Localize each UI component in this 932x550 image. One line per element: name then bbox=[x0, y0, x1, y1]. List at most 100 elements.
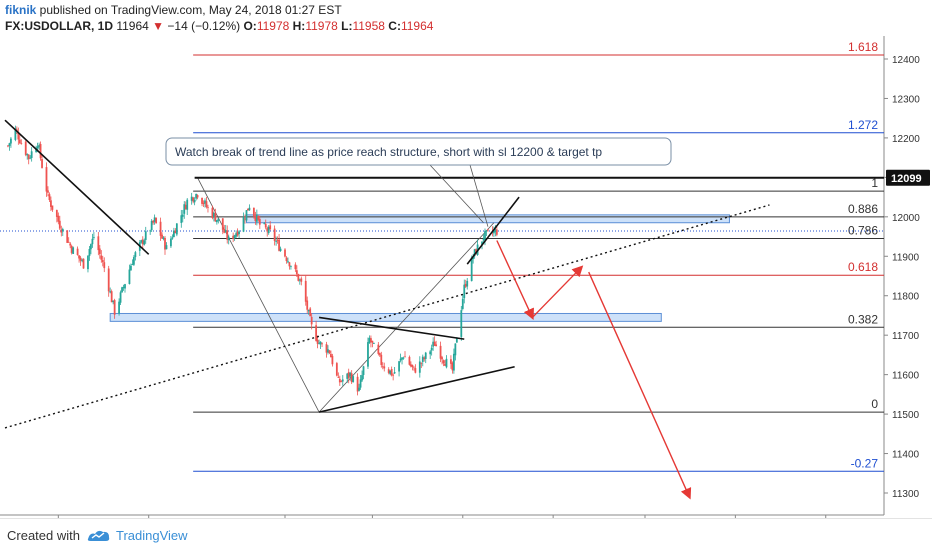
candle[interactable] bbox=[278, 234, 280, 252]
candle[interactable] bbox=[487, 228, 489, 232]
candle[interactable] bbox=[442, 359, 445, 367]
candle[interactable] bbox=[24, 139, 27, 157]
candle[interactable] bbox=[180, 209, 183, 228]
annotation-callout[interactable] bbox=[165, 137, 672, 166]
candle[interactable] bbox=[223, 224, 226, 234]
candle[interactable] bbox=[257, 215, 260, 222]
candle[interactable] bbox=[207, 204, 209, 213]
candle[interactable] bbox=[341, 375, 344, 386]
candle[interactable] bbox=[103, 257, 106, 273]
candle[interactable] bbox=[318, 339, 320, 345]
candle[interactable] bbox=[304, 275, 307, 306]
candle[interactable] bbox=[287, 257, 289, 264]
candle[interactable] bbox=[258, 215, 261, 229]
candle[interactable] bbox=[470, 255, 473, 282]
candle[interactable] bbox=[383, 362, 386, 372]
candle[interactable] bbox=[352, 374, 355, 383]
candle[interactable] bbox=[389, 370, 392, 376]
candle[interactable] bbox=[215, 220, 218, 225]
candle[interactable] bbox=[393, 366, 396, 375]
candle[interactable] bbox=[162, 236, 165, 241]
candle[interactable] bbox=[429, 349, 432, 359]
candle[interactable] bbox=[439, 341, 442, 363]
candle[interactable] bbox=[92, 232, 95, 240]
candle[interactable] bbox=[279, 246, 282, 252]
author-name[interactable]: fiknik bbox=[5, 3, 37, 17]
candle[interactable] bbox=[29, 155, 32, 160]
candle[interactable] bbox=[464, 279, 467, 288]
candle[interactable] bbox=[140, 239, 143, 244]
candle[interactable] bbox=[266, 226, 269, 237]
candle[interactable] bbox=[321, 342, 323, 348]
candle[interactable] bbox=[423, 356, 426, 362]
candle[interactable] bbox=[338, 375, 341, 386]
candle[interactable] bbox=[367, 337, 369, 369]
resistance-zone[interactable] bbox=[245, 214, 730, 224]
candle[interactable] bbox=[164, 236, 166, 255]
candle[interactable] bbox=[27, 154, 30, 165]
candle[interactable] bbox=[101, 255, 104, 267]
candle[interactable] bbox=[7, 144, 9, 148]
candle[interactable] bbox=[217, 218, 220, 224]
candle[interactable] bbox=[390, 366, 393, 377]
candle[interactable] bbox=[98, 245, 101, 259]
candle[interactable] bbox=[330, 350, 332, 358]
candle[interactable] bbox=[445, 355, 448, 369]
candle[interactable] bbox=[107, 265, 110, 297]
candle[interactable] bbox=[121, 286, 123, 294]
candle[interactable] bbox=[60, 225, 63, 237]
candle[interactable] bbox=[316, 335, 319, 349]
candle[interactable] bbox=[8, 142, 11, 151]
candle[interactable] bbox=[70, 244, 73, 255]
candle[interactable] bbox=[349, 371, 352, 381]
candle[interactable] bbox=[202, 200, 205, 207]
candle[interactable] bbox=[236, 228, 239, 237]
candle[interactable] bbox=[18, 134, 21, 145]
candle[interactable] bbox=[347, 368, 350, 384]
triangle-lower-line[interactable] bbox=[318, 365, 515, 413]
candle[interactable] bbox=[192, 196, 195, 204]
candle[interactable] bbox=[130, 263, 132, 271]
candle[interactable] bbox=[81, 258, 83, 263]
candle[interactable] bbox=[212, 211, 215, 222]
candle[interactable] bbox=[381, 362, 384, 370]
candle[interactable] bbox=[138, 240, 141, 257]
candle[interactable] bbox=[69, 241, 72, 249]
candle[interactable] bbox=[165, 242, 168, 250]
candle[interactable] bbox=[201, 197, 203, 207]
candle[interactable] bbox=[205, 196, 208, 209]
candle[interactable] bbox=[350, 370, 353, 385]
candle[interactable] bbox=[113, 298, 116, 319]
candle[interactable] bbox=[420, 362, 423, 369]
candle[interactable] bbox=[149, 229, 152, 235]
candle[interactable] bbox=[377, 342, 380, 356]
candle[interactable] bbox=[466, 277, 469, 290]
candle[interactable] bbox=[211, 205, 214, 220]
candle[interactable] bbox=[110, 289, 113, 303]
candle[interactable] bbox=[221, 218, 224, 235]
candle[interactable] bbox=[288, 261, 291, 270]
candle[interactable] bbox=[39, 141, 42, 161]
candle[interactable] bbox=[143, 238, 146, 246]
candle[interactable] bbox=[124, 283, 126, 293]
candle[interactable] bbox=[57, 212, 60, 225]
candle[interactable] bbox=[285, 256, 288, 264]
candle[interactable] bbox=[306, 296, 309, 314]
candle[interactable] bbox=[118, 298, 120, 316]
candle[interactable] bbox=[359, 375, 362, 390]
candle[interactable] bbox=[294, 262, 297, 272]
triangle-upper-line[interactable] bbox=[318, 316, 465, 340]
candle[interactable] bbox=[226, 225, 229, 244]
candle[interactable] bbox=[214, 208, 217, 222]
candle[interactable] bbox=[358, 383, 360, 392]
candle[interactable] bbox=[233, 234, 236, 241]
candle[interactable] bbox=[412, 366, 415, 371]
candle[interactable] bbox=[450, 355, 452, 369]
candle[interactable] bbox=[232, 232, 235, 243]
candle[interactable] bbox=[315, 320, 318, 342]
candle[interactable] bbox=[119, 290, 122, 305]
candle[interactable] bbox=[327, 345, 329, 355]
candle[interactable] bbox=[26, 153, 29, 160]
candle[interactable] bbox=[196, 194, 199, 200]
candle[interactable] bbox=[20, 139, 23, 145]
